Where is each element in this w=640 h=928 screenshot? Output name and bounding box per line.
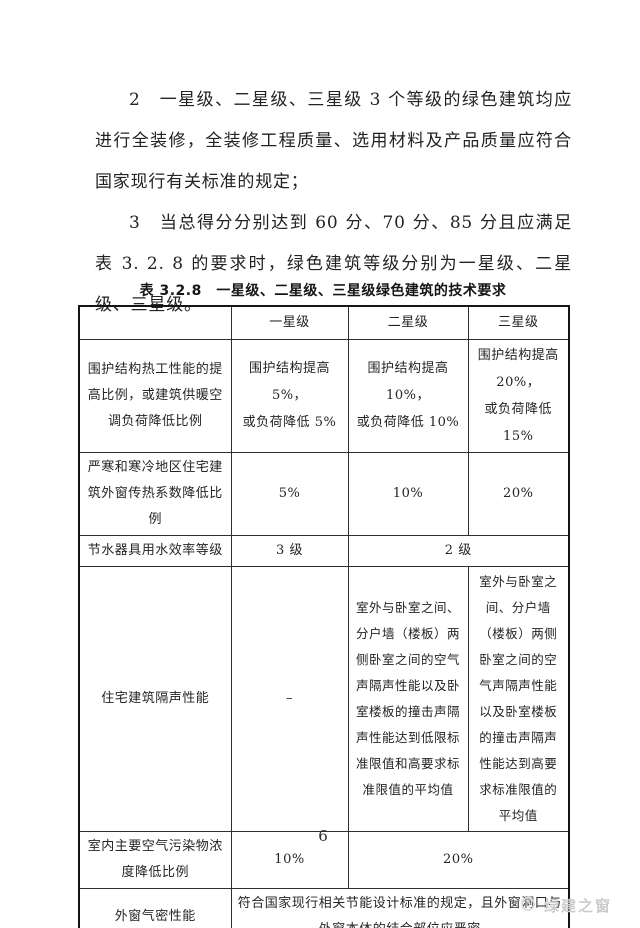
table-row: 住宅建筑隔声性能 – 室外与卧室之间、分户墙（楼板）两侧卧室之间的空气声隔声性能… — [78, 565, 570, 832]
row-label-sound-insulation: 住宅建筑隔声性能 — [78, 565, 232, 832]
table-title: 表 3.2.8 一星级、二星级、三星级绿色建筑的技术要求 — [139, 283, 507, 299]
cell-envelope-three-star: 围护结构提高 20%， 或负荷降低 15% — [467, 338, 570, 453]
row-label-water-saving: 节水器具用水效率等级 — [78, 534, 232, 567]
row-label-air-pollutant: 室内主要空气污染物浓度降低比例 — [78, 830, 232, 889]
cell-cold-two-star: 10% — [347, 451, 469, 536]
watermark-text: 绿建之窗 — [543, 896, 612, 915]
cell-envelope-one-star: 围护结构提高 5%， 或负荷降低 5% — [230, 338, 349, 453]
cell-cold-three-star: 20% — [467, 451, 570, 536]
row-label-envelope: 围护结构热工性能的提高比例，或建筑供暖空调负荷降低比例 — [78, 338, 232, 453]
cell-sound-two-star: 室外与卧室之间、分户墙（楼板）两侧卧室之间的空气声隔声性能以及卧室楼板的撞击声隔… — [347, 565, 469, 832]
table-row: 节水器具用水效率等级 3 级 2 级 — [78, 534, 570, 567]
watermark: 绿建之窗 — [518, 893, 612, 917]
row-label-cold-region-window: 严寒和寒冷地区住宅建筑外窗传热系数降低比例 — [78, 451, 232, 536]
header-cell-three-star: 三星级 — [467, 305, 570, 340]
table-row: 围护结构热工性能的提高比例，或建筑供暖空调负荷降低比例 围护结构提高 5%， 或… — [78, 338, 570, 453]
cell-water-one-star: 3 级 — [230, 534, 349, 567]
cell-cold-one-star: 5% — [230, 451, 349, 536]
requirements-table: 一星级 二星级 三星级 围护结构热工性能的提高比例，或建筑供暖空调负荷降低比例 … — [78, 305, 570, 928]
table-row: 室内主要空气污染物浓度降低比例 10% 20% — [78, 830, 570, 889]
header-cell-empty — [78, 305, 232, 340]
cell-air-two-three-star: 20% — [347, 830, 570, 889]
header-cell-two-star: 二星级 — [347, 305, 469, 340]
table-row: 严寒和寒冷地区住宅建筑外窗传热系数降低比例 5% 10% 20% — [78, 451, 570, 536]
body-text: 2 一星级、二星级、三星级 3 个等级的绿色建筑均应进行全装修，全装修工程质量、… — [95, 80, 572, 326]
cell-sound-three-star: 室外与卧室之间、分户墙（楼板）两侧卧室之间的空气声隔声性能以及卧室楼板的撞击声隔… — [467, 565, 570, 832]
paragraph-item-2: 2 一星级、二星级、三星级 3 个等级的绿色建筑均应进行全装修，全装修工程质量、… — [95, 90, 572, 192]
cell-air-one-star: 10% — [230, 830, 349, 889]
row-label-window-airtight: 外窗气密性能 — [78, 887, 232, 928]
cell-window-all-stars: 符合国家现行相关节能设计标准的规定，且外窗洞口与外窗本体的结合部位应严密 — [230, 887, 570, 928]
cell-envelope-two-star: 围护结构提高 10%， 或负荷降低 10% — [347, 338, 469, 453]
greenbuild-logo-icon — [518, 893, 538, 917]
header-cell-one-star: 一星级 — [230, 305, 349, 340]
cell-water-two-three-star: 2 级 — [347, 534, 570, 567]
table-row: 外窗气密性能 符合国家现行相关节能设计标准的规定，且外窗洞口与外窗本体的结合部位… — [78, 887, 570, 928]
page-number: 6 — [318, 827, 328, 845]
cell-sound-one-star: – — [230, 565, 349, 832]
table-header-row: 一星级 二星级 三星级 — [78, 305, 570, 340]
